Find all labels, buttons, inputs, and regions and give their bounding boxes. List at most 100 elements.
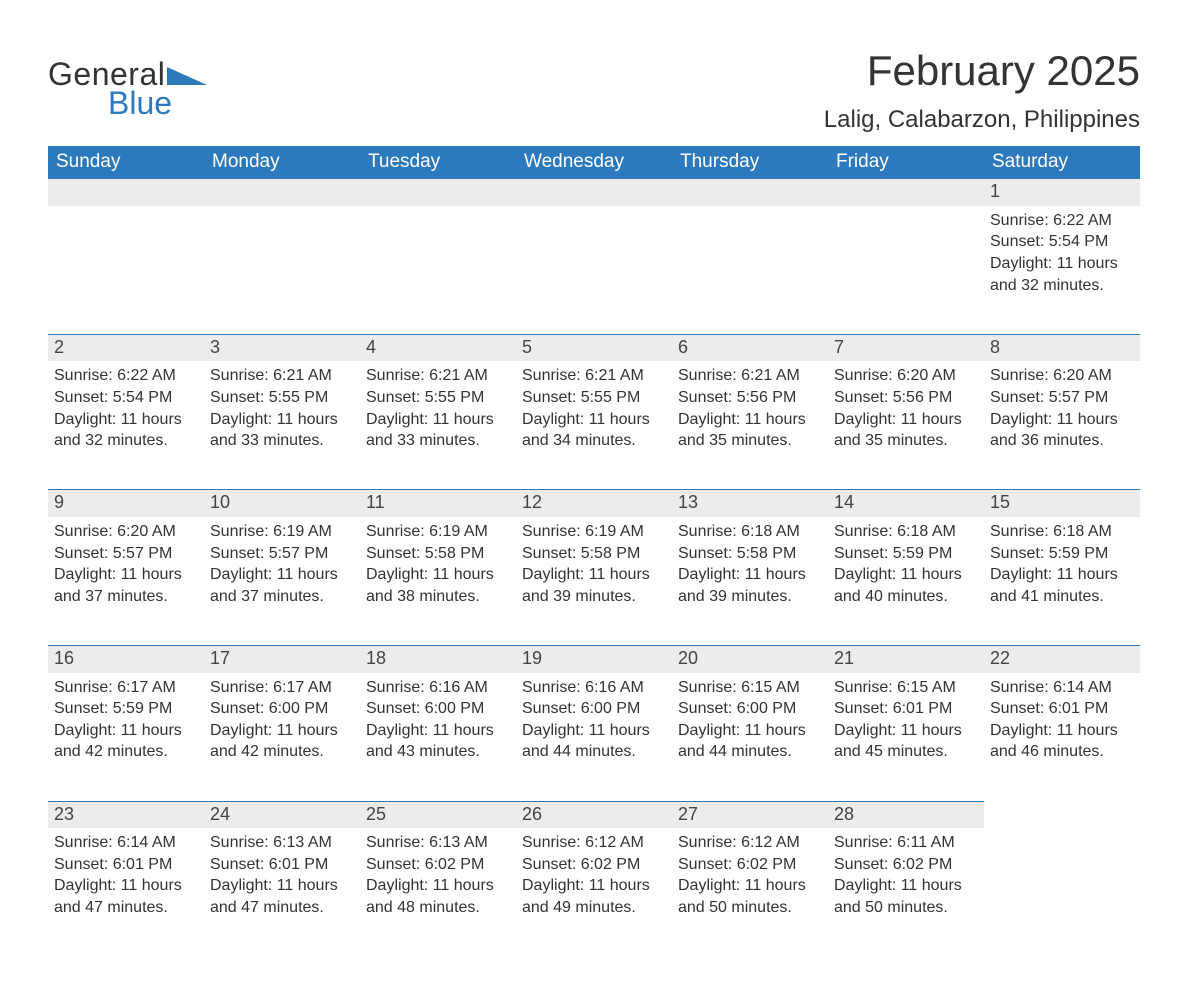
calendar-cell: [204, 206, 360, 334]
sunrise-text: Sunrise: 6:17 AM: [54, 677, 198, 699]
sunset-text: Sunset: 6:00 PM: [210, 698, 354, 720]
location-label: Lalig, Calabarzon, Philippines: [824, 106, 1140, 134]
daylight-text: Daylight: 11 hours and 33 minutes.: [366, 409, 510, 452]
day-body: Sunrise: 6:12 AMSunset: 6:02 PMDaylight:…: [522, 828, 666, 918]
sunrise-text: Sunrise: 6:13 AM: [366, 832, 510, 854]
col-saturday: Saturday: [984, 146, 1140, 179]
day-body: Sunrise: 6:14 AMSunset: 6:01 PMDaylight:…: [990, 673, 1134, 763]
day-number-empty: [516, 179, 672, 206]
day-body: Sunrise: 6:12 AMSunset: 6:02 PMDaylight:…: [678, 828, 822, 918]
col-tuesday: Tuesday: [360, 146, 516, 179]
sunset-text: Sunset: 6:00 PM: [678, 698, 822, 720]
sunrise-text: Sunrise: 6:12 AM: [678, 832, 822, 854]
sunset-text: Sunset: 6:01 PM: [990, 698, 1134, 720]
daylight-text: Daylight: 11 hours and 37 minutes.: [210, 564, 354, 607]
sunrise-text: Sunrise: 6:16 AM: [366, 677, 510, 699]
week-body-row: Sunrise: 6:20 AMSunset: 5:57 PMDaylight:…: [48, 517, 1140, 645]
sunset-text: Sunset: 6:01 PM: [834, 698, 978, 720]
calendar-cell: Sunrise: 6:19 AMSunset: 5:58 PMDaylight:…: [360, 517, 516, 645]
sunrise-text: Sunrise: 6:22 AM: [54, 365, 198, 387]
day-body: Sunrise: 6:21 AMSunset: 5:56 PMDaylight:…: [678, 361, 822, 451]
calendar-cell: Sunrise: 6:22 AMSunset: 5:54 PMDaylight:…: [984, 206, 1140, 334]
day-number: 24: [204, 801, 360, 829]
sunrise-text: Sunrise: 6:15 AM: [678, 677, 822, 699]
day-body: Sunrise: 6:15 AMSunset: 6:00 PMDaylight:…: [678, 673, 822, 763]
sunset-text: Sunset: 5:58 PM: [678, 543, 822, 565]
day-body: Sunrise: 6:21 AMSunset: 5:55 PMDaylight:…: [522, 361, 666, 451]
calendar-body: 1Sunrise: 6:22 AMSunset: 5:54 PMDaylight…: [48, 179, 1140, 956]
daylight-text: Daylight: 11 hours and 47 minutes.: [210, 875, 354, 918]
day-body: Sunrise: 6:17 AMSunset: 6:00 PMDaylight:…: [210, 673, 354, 763]
sunset-text: Sunset: 6:01 PM: [54, 854, 198, 876]
week-body-row: Sunrise: 6:22 AMSunset: 5:54 PM Daylight:…: [48, 361, 1140, 489]
daylight-text: Daylight: 11 hours and 33 minutes.: [210, 409, 354, 452]
day-number: 22: [984, 645, 1140, 673]
calendar-cell: Sunrise: 6:15 AMSunset: 6:00 PMDaylight:…: [672, 673, 828, 801]
daylight-text: Daylight: 11 hours and 39 minutes.: [522, 564, 666, 607]
day-number: 27: [672, 801, 828, 829]
daylight-text: Daylight: 11 hours and 42 minutes.: [210, 720, 354, 763]
calendar-cell: [360, 206, 516, 334]
day-number-empty: [984, 801, 1140, 829]
calendar-cell: [828, 206, 984, 334]
header: General Blue February 2025 Lalig, Calaba…: [48, 48, 1140, 134]
day-body: Sunrise: 6:20 AMSunset: 5:57 PMDaylight:…: [990, 361, 1134, 451]
day-number: 9: [48, 489, 204, 517]
sunset-text: Sunset: 5:54 PM: [990, 231, 1134, 253]
day-number: 16: [48, 645, 204, 673]
day-number-empty: [672, 179, 828, 206]
sunset-text: Sunset: 6:00 PM: [522, 698, 666, 720]
sunrise-text: Sunrise: 6:20 AM: [54, 521, 198, 543]
calendar-cell: Sunrise: 6:12 AMSunset: 6:02 PMDaylight:…: [672, 828, 828, 956]
day-number: 26: [516, 801, 672, 829]
week-body-row: Sunrise: 6:22 AMSunset: 5:54 PMDaylight:…: [48, 206, 1140, 334]
calendar-cell: Sunrise: 6:21 AMSunset: 5:55 PMDaylight:…: [516, 361, 672, 489]
day-body: Sunrise: 6:11 AMSunset: 6:02 PMDaylight:…: [834, 828, 978, 918]
day-body: Sunrise: 6:21 AMSunset: 5:55 PMDaylight:…: [210, 361, 354, 451]
sunrise-text: Sunrise: 6:21 AM: [366, 365, 510, 387]
day-body: Sunrise: 6:13 AMSunset: 6:01 PMDaylight:…: [210, 828, 354, 918]
calendar-cell: Sunrise: 6:17 AMSunset: 6:00 PMDaylight:…: [204, 673, 360, 801]
sunset-text: Sunset: 5:57 PM: [990, 387, 1134, 409]
day-body: Sunrise: 6:16 AMSunset: 6:00 PMDaylight:…: [522, 673, 666, 763]
sunrise-text: Sunrise: 6:15 AM: [834, 677, 978, 699]
calendar-cell: [48, 206, 204, 334]
col-sunday: Sunday: [48, 146, 204, 179]
brand-triangle-icon: [167, 63, 207, 90]
sunrise-text: Sunrise: 6:19 AM: [522, 521, 666, 543]
calendar-cell: Sunrise: 6:16 AMSunset: 6:00 PMDaylight:…: [516, 673, 672, 801]
sunset-text: Sunset: 6:02 PM: [522, 854, 666, 876]
sunset-text: Sunset: 6:00 PM: [366, 698, 510, 720]
sunset-text: Sunset: 5:59 PM: [54, 698, 198, 720]
daylight-text: Daylight: 11 hours and 36 minutes.: [990, 409, 1134, 452]
sunset-text: Sunset: 5:58 PM: [366, 543, 510, 565]
day-number-empty: [360, 179, 516, 206]
day-number: 15: [984, 489, 1140, 517]
calendar-table: Sunday Monday Tuesday Wednesday Thursday…: [48, 146, 1140, 956]
day-body: Sunrise: 6:20 AMSunset: 5:57 PMDaylight:…: [54, 517, 198, 607]
calendar-cell: Sunrise: 6:19 AMSunset: 5:58 PMDaylight:…: [516, 517, 672, 645]
sunrise-text: Sunrise: 6:20 AM: [834, 365, 978, 387]
calendar-cell: Sunrise: 6:20 AMSunset: 5:57 PMDaylight:…: [984, 361, 1140, 489]
week-daynum-row: 1: [48, 179, 1140, 206]
daylight-text: Daylight: 11 hours and 40 minutes.: [834, 564, 978, 607]
daylight-text: Daylight: 11 hours and 32 minutes.: [990, 253, 1134, 296]
daylight-text: Daylight: 11 hours and 35 minutes.: [834, 409, 978, 452]
calendar-header-row: Sunday Monday Tuesday Wednesday Thursday…: [48, 146, 1140, 179]
sunset-text: Sunset: 6:02 PM: [366, 854, 510, 876]
calendar-cell: Sunrise: 6:20 AMSunset: 5:56 PMDaylight:…: [828, 361, 984, 489]
sunset-text: Sunset: 5:58 PM: [522, 543, 666, 565]
calendar-cell: Sunrise: 6:22 AMSunset: 5:54 PMDaylight:…: [48, 361, 204, 489]
sunset-text: Sunset: 5:54 PM: [54, 387, 198, 409]
sunrise-text: Sunrise: 6:21 AM: [210, 365, 354, 387]
col-thursday: Thursday: [672, 146, 828, 179]
day-number: 28: [828, 801, 984, 829]
week-body-row: Sunrise: 6:17 AMSunset: 5:59 PM Daylight:…: [48, 673, 1140, 801]
calendar-cell: Sunrise: 6:13 AMSunset: 6:02 PMDaylight:…: [360, 828, 516, 956]
sunset-text: Sunset: 5:55 PM: [210, 387, 354, 409]
calendar-cell: Sunrise: 6:21 AMSunset: 5:56 PMDaylight:…: [672, 361, 828, 489]
calendar-cell: Sunrise: 6:12 AMSunset: 6:02 PMDaylight:…: [516, 828, 672, 956]
day-body: Sunrise: 6:13 AMSunset: 6:02 PMDaylight:…: [366, 828, 510, 918]
calendar-cell: Sunrise: 6:16 AMSunset: 6:00 PMDaylight:…: [360, 673, 516, 801]
calendar-cell: Sunrise: 6:18 AMSunset: 5:59 PMDaylight:…: [984, 517, 1140, 645]
